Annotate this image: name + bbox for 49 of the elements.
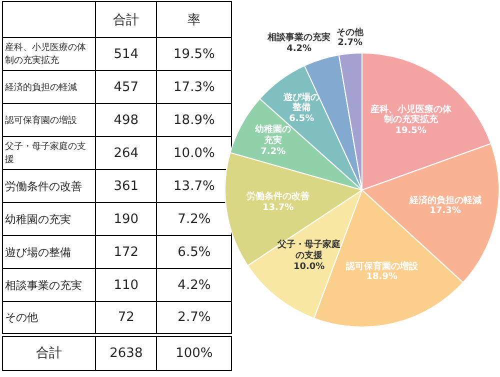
category-label: 労働条件の改善 xyxy=(2,170,96,202)
text: 合計 xyxy=(2,334,96,370)
data-label: 18.9% xyxy=(365,272,398,284)
data-label: 7.2% xyxy=(260,146,287,158)
data-label: 264 xyxy=(96,136,157,170)
data-label: 17.3% xyxy=(428,206,462,218)
slice-label: その他 xyxy=(336,28,364,38)
data-label: 72 xyxy=(96,302,157,334)
data-label: 498 xyxy=(96,104,157,136)
slice-label: 相談事業の充実 xyxy=(268,33,331,44)
data-label: 457 xyxy=(96,70,157,104)
text: 合計 xyxy=(96,2,157,38)
data-label: 10.0% xyxy=(292,262,326,273)
category-label: 遊び場の整備 xyxy=(2,236,96,268)
text: 18.9% xyxy=(174,112,215,128)
data-label: 172 xyxy=(96,236,157,268)
data-label: 6.5% xyxy=(288,114,316,125)
category-label: 産科、小児医療の体制の充実拡充 xyxy=(2,38,96,70)
category-label: 相談事業の充実 xyxy=(2,268,96,302)
category-label: その他 xyxy=(2,302,96,334)
text: 2638 xyxy=(110,346,143,361)
data-label: 514 xyxy=(96,38,157,70)
slice-label: 労働条件の改善 xyxy=(246,192,311,203)
text: 6.5% xyxy=(178,244,211,260)
data-label: 190 xyxy=(96,202,157,236)
slice-label: 幼稚園の充実 xyxy=(254,124,292,147)
slice-label: 産科、小児医療の体制の充実拡充 xyxy=(370,104,452,126)
text: 13.7% xyxy=(174,178,215,194)
category-label: 経済的負担の軽減 xyxy=(2,70,96,104)
slice-label: 父子・母子家庭の支援 xyxy=(276,240,342,262)
text: 10.0% xyxy=(174,146,215,160)
data-label: 4.2% xyxy=(286,44,313,55)
text: 7.2% xyxy=(178,212,211,226)
text: 4.2% xyxy=(178,278,211,292)
text: 19.5% xyxy=(174,46,215,62)
category-label: 認可保育園の増設 xyxy=(2,104,96,136)
text: 2.7% xyxy=(178,310,211,325)
slice-label: 認可保育園の増設 xyxy=(344,262,419,272)
category-label: 幼稚園の充実 xyxy=(2,202,96,236)
text: 100% xyxy=(176,346,213,361)
data-label: 2.7% xyxy=(336,38,364,50)
data-label: 13.7% xyxy=(261,203,295,214)
data-label: 19.5% xyxy=(394,126,428,137)
text: 17.3% xyxy=(174,80,215,94)
text: 率 xyxy=(156,2,232,38)
category-label: 父子・母子家庭の支援 xyxy=(2,136,96,170)
data-label: 361 xyxy=(96,170,157,202)
slice-label: 経済的負担の軽減 xyxy=(408,196,482,206)
data-label: 110 xyxy=(96,268,157,302)
